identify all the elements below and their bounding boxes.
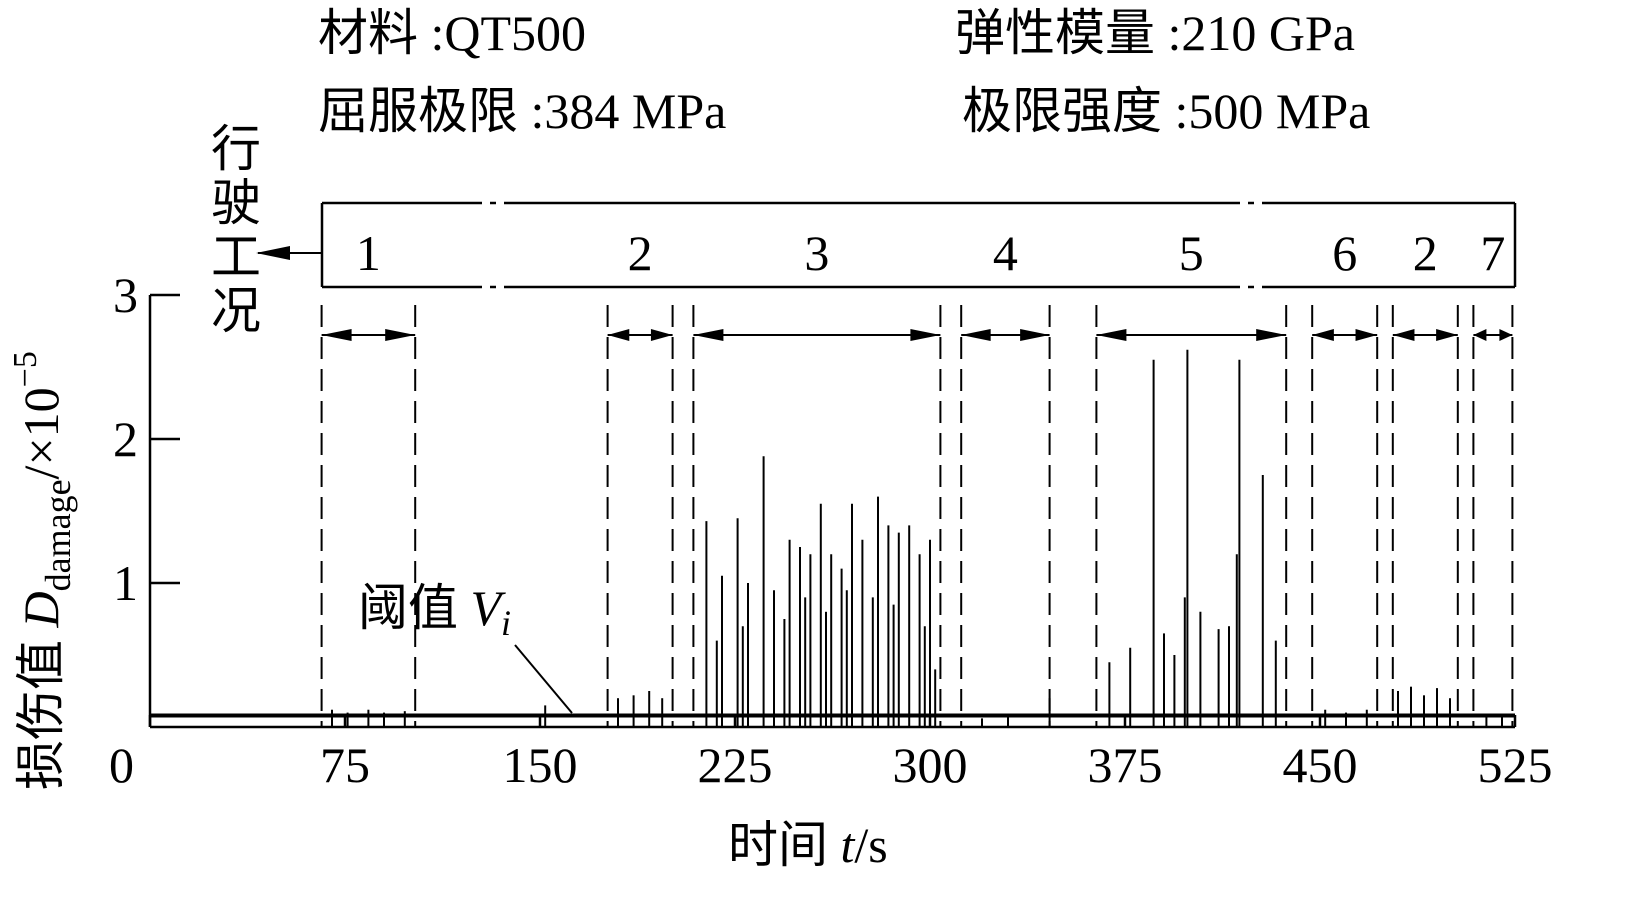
arrow-head <box>1020 329 1050 341</box>
arrow-head <box>650 329 673 341</box>
arrow-head <box>961 329 991 341</box>
segment-label: 7 <box>1480 225 1505 281</box>
x-tick-label: 150 <box>503 737 578 793</box>
arrow-head <box>385 329 416 341</box>
segment-label: 2 <box>1413 225 1438 281</box>
arrow-head <box>607 329 630 341</box>
y-label-sub: damage <box>38 479 78 591</box>
y-label-text: 损伤值 <box>13 628 69 791</box>
x-tick-label: 225 <box>698 737 773 793</box>
annotation: 材料 :QT500 <box>318 5 586 61</box>
y-label-unit: /×10 <box>13 387 69 479</box>
x-tick-label: 300 <box>893 737 968 793</box>
annotation: 弹性模量 :210 GPa <box>955 5 1355 61</box>
arrow-head <box>1355 329 1378 341</box>
segment-label: 1 <box>356 225 381 281</box>
arrow-head <box>1473 329 1487 341</box>
y-label-sup: −5 <box>7 351 44 387</box>
threshold-leader <box>514 644 573 714</box>
arrow-head <box>910 329 941 341</box>
x-tick-label: 450 <box>1283 737 1358 793</box>
y-axis-label: 损伤值 Ddamage/×10−5 <box>7 351 78 790</box>
arrow-head <box>1499 329 1513 341</box>
arrow-head <box>1256 329 1287 341</box>
segment-label: 5 <box>1179 225 1204 281</box>
arrow-head <box>1392 329 1415 341</box>
y-tick-label: 3 <box>113 267 138 323</box>
arrow-head <box>321 329 352 341</box>
arrow-head <box>693 329 724 341</box>
arrow-head <box>1096 329 1127 341</box>
segment-label: 2 <box>628 225 653 281</box>
segment-label: 4 <box>993 225 1018 281</box>
annotation: 极限强度 :500 MPa <box>962 83 1370 139</box>
annotation: 屈服极限 :384 MPa <box>318 83 726 139</box>
x-tick-label: 375 <box>1088 737 1163 793</box>
segment-label: 3 <box>804 225 829 281</box>
condition-box <box>320 201 1517 289</box>
pointer-head <box>256 246 290 260</box>
y-label-var: D <box>13 591 69 628</box>
y-tick-label: 2 <box>113 411 138 467</box>
arrow-head <box>1436 329 1458 341</box>
x-label-var: t <box>841 817 856 873</box>
threshold-label-var: V <box>471 580 507 636</box>
x-tick-label: 525 <box>1478 737 1553 793</box>
x-tick-label: 0 <box>109 737 134 793</box>
threshold-label: 阈值 Vi <box>358 580 511 643</box>
x-axis-label: 时间 t/s <box>728 817 888 873</box>
threshold-label-sub: i <box>501 603 511 643</box>
x-label-text: 时间 <box>728 817 841 873</box>
y-tick-label: 1 <box>113 555 138 611</box>
conditions-label: 行驶工况 <box>204 122 260 338</box>
arrow-head <box>1312 329 1334 341</box>
segment-label: 6 <box>1332 225 1357 281</box>
x-label-unit: /s <box>854 817 887 873</box>
x-tick-label: 75 <box>320 737 370 793</box>
